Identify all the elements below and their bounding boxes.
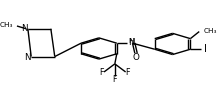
Text: N: N — [128, 38, 134, 47]
Text: F: F — [126, 68, 130, 77]
Text: CH₃: CH₃ — [0, 22, 13, 28]
Text: N: N — [24, 53, 31, 62]
Text: F: F — [112, 75, 117, 84]
Text: CH₃: CH₃ — [203, 28, 217, 34]
Text: N: N — [21, 24, 27, 33]
Text: O: O — [133, 53, 140, 62]
Text: H: H — [128, 38, 133, 44]
Text: I: I — [204, 44, 206, 54]
Text: F: F — [99, 68, 104, 77]
